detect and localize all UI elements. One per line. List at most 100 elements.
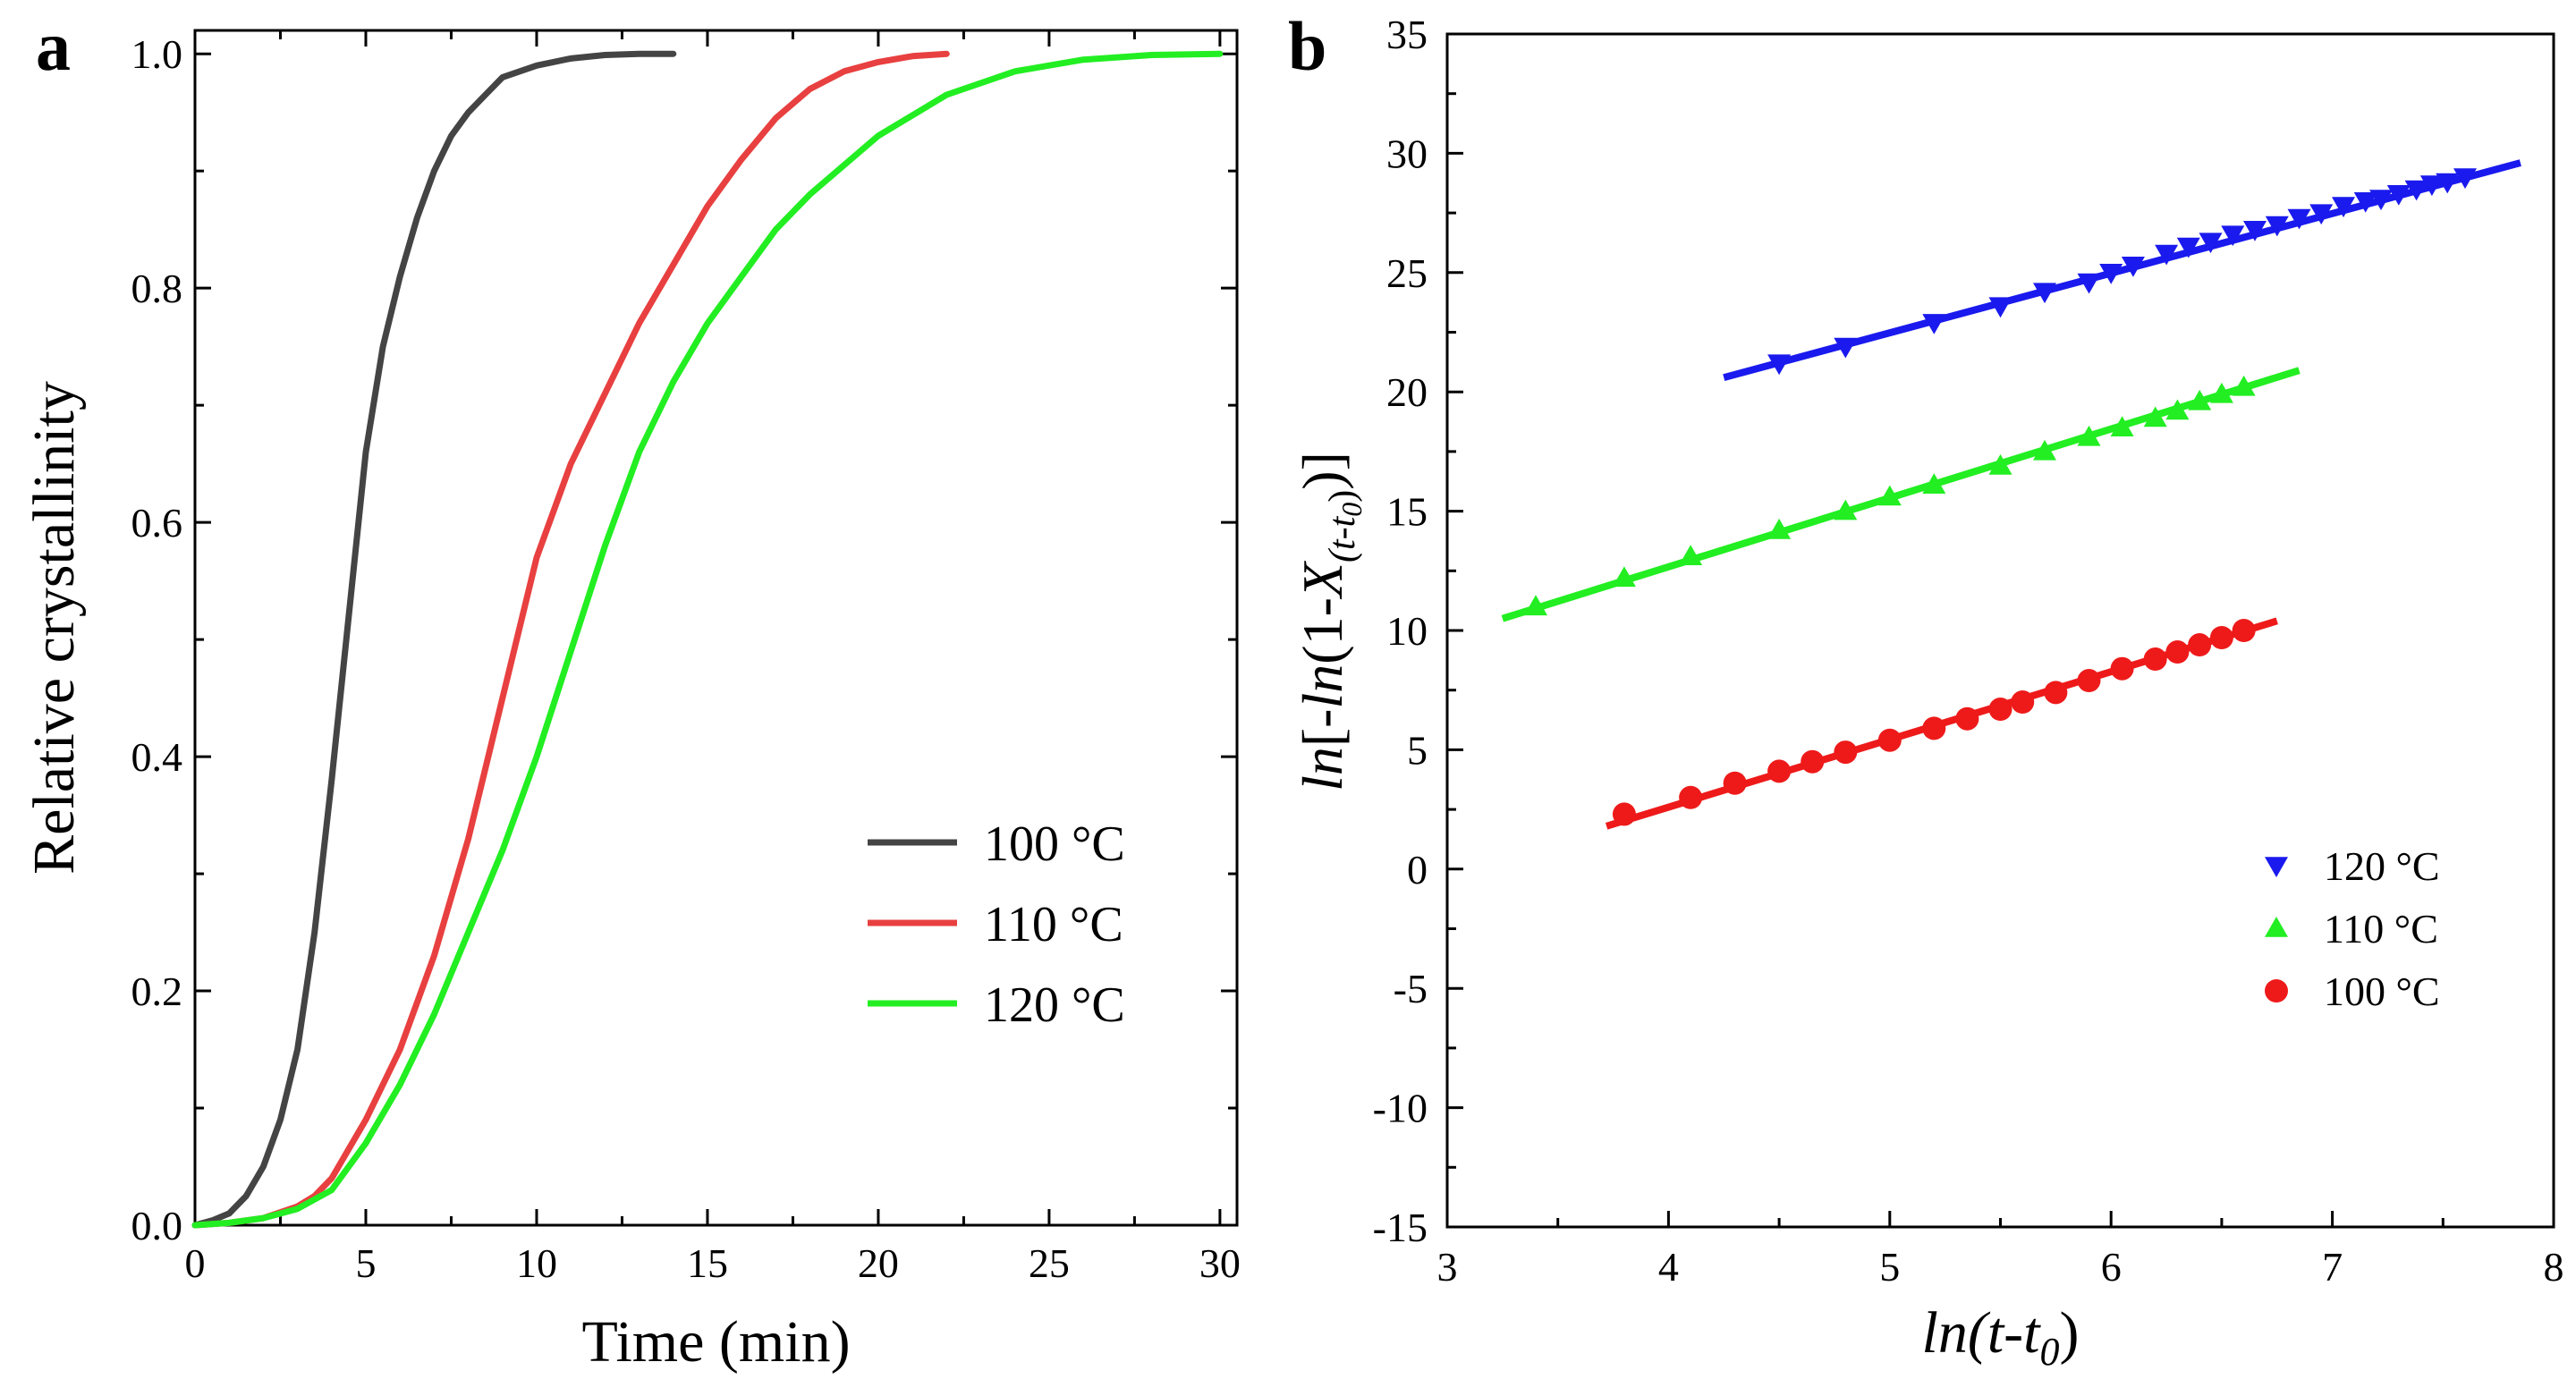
data-point-b: [2044, 681, 2068, 705]
data-point-b: [1834, 740, 1858, 765]
data-point-b: [2188, 389, 2212, 410]
data-point-b: [1877, 485, 1902, 506]
data-point-b: [2243, 221, 2267, 241]
data-point-b: [1988, 453, 2012, 475]
y-tick-label-a: 0.2: [131, 969, 183, 1014]
data-point-b: [1922, 716, 1946, 740]
panel-a: 0 5 10 15 20 25 30 0.0 0.2 0.4 0.6 0.8 1.0 Time (min)…: [21, 7, 1241, 1375]
x-tick-label-b: 3: [1437, 1244, 1458, 1290]
legend-marker-b: [2265, 917, 2288, 937]
data-point-b: [2232, 619, 2256, 642]
data-point-b: [2077, 425, 2101, 446]
data-point-b: [2287, 208, 2311, 230]
y-tick-label-a: 1.0: [131, 31, 183, 77]
data-point-b: [2265, 216, 2289, 237]
data-point-b: [1524, 595, 1547, 616]
data-point-b: [2209, 382, 2233, 403]
data-point-b: [1612, 566, 1636, 588]
data-point-b: [2077, 273, 2101, 294]
y-tick-label-a: 0.8: [131, 266, 183, 311]
data-point-b: [1922, 314, 1946, 334]
panel-label-b: b: [1288, 7, 1326, 85]
x-tick-label-a: 20: [858, 1240, 899, 1286]
legend-label-b: 120 °C: [2324, 843, 2440, 889]
data-point-b: [2165, 399, 2190, 420]
plot-frame-b: [1445, 32, 2555, 1229]
panel-b: 3 4 5 6 7 8 -15 -10 -5 0 5 10 15 20 25 30 35 ln(t-t0) ln[-…: [1288, 7, 2564, 1374]
y-tick-label-b: 15: [1386, 489, 1428, 535]
x-tick-label-a: 25: [1029, 1240, 1070, 1286]
y-tick-label-b: 35: [1386, 12, 1428, 57]
data-point-b: [1877, 728, 1902, 752]
data-point-b: [2110, 416, 2134, 436]
data-point-b: [1834, 499, 1858, 520]
data-point-b: [1801, 749, 1825, 774]
x-tick-label-b: 4: [1658, 1244, 1679, 1290]
data-point-b: [2033, 283, 2056, 304]
x-tick-label-b: 7: [2322, 1244, 2343, 1290]
x-tick-label-a: 0: [185, 1240, 206, 1286]
y-tick-label-b: 0: [1407, 847, 1428, 893]
y-tick-label-b: 20: [1386, 369, 1428, 415]
data-point-b: [1955, 706, 1979, 731]
data-point-b: [2369, 190, 2393, 211]
data-point-b: [2121, 257, 2145, 277]
data-point-b: [2209, 626, 2233, 650]
data-point-b: [2386, 185, 2411, 206]
data-point-b: [2332, 197, 2355, 218]
data-point-b: [2033, 439, 2056, 461]
data-point-b: [1834, 337, 1858, 359]
data-point-b: [2077, 669, 2101, 693]
y-tick-label-b: -15: [1373, 1205, 1428, 1250]
series-line-a: [191, 50, 1224, 1229]
data-point-b: [1612, 802, 1636, 826]
data-point-b: [2199, 233, 2223, 254]
x-axis-label-b: ln(t-t0): [1922, 1300, 2080, 1374]
data-point-b: [2309, 204, 2334, 225]
data-point-b: [2143, 406, 2167, 427]
y-tick-label-b: 10: [1386, 608, 1428, 654]
data-point-b: [2353, 192, 2377, 213]
data-point-b: [1723, 771, 1747, 795]
y-tick-label-b: 25: [1386, 250, 1428, 296]
data-point-b: [1679, 545, 1703, 565]
data-point-b: [2099, 264, 2123, 284]
data-point-b: [2453, 168, 2477, 190]
y-tick-label-a: 0.4: [131, 734, 183, 780]
x-tick-label-a: 5: [355, 1240, 376, 1286]
data-point-b: [2188, 633, 2212, 657]
data-point-b: [2143, 647, 2167, 672]
x-tick-label-a: 15: [687, 1240, 728, 1286]
data-point-b: [2165, 640, 2190, 664]
x-tick-label-b: 5: [1879, 1244, 1900, 1290]
y-tick-label-a: 0.6: [131, 500, 183, 546]
y-axis-label-b: ln[-ln(1-X(t-t0))]: [1291, 452, 1368, 791]
data-point-b: [2436, 173, 2460, 194]
plot-frame-a: [193, 29, 1239, 1227]
y-tick-label-b: -5: [1394, 966, 1428, 1011]
x-tick-label-b: 8: [2544, 1244, 2564, 1290]
data-point-b: [2419, 175, 2444, 197]
data-point-b: [2176, 237, 2200, 258]
data-point-b: [2404, 180, 2428, 201]
y-tick-label-b: -10: [1373, 1086, 1428, 1131]
legend-label-a: 100 °C: [984, 816, 1125, 872]
data-point-b: [1988, 698, 2012, 722]
fit-line-b: [1501, 367, 2301, 622]
legend-marker-b: [2265, 857, 2288, 877]
y-axis-label-a: Relative crystallinity: [21, 381, 87, 875]
legend-label-a: 110 °C: [984, 897, 1123, 952]
data-point-b: [1679, 785, 1703, 809]
x-tick-label-a: 30: [1199, 1240, 1241, 1286]
data-point-b: [1767, 354, 1792, 376]
legend-label-a: 120 °C: [984, 977, 1125, 1033]
panel-label-a: a: [36, 7, 71, 85]
fit-line-b: [1723, 159, 2521, 382]
x-axis-label-a: Time (min): [581, 1309, 850, 1375]
data-point-b: [1922, 473, 1946, 494]
data-point-b: [1767, 759, 1792, 783]
y-tick-label-b: 30: [1386, 131, 1428, 176]
data-point-b: [2221, 225, 2245, 247]
x-tick-label-b: 6: [2101, 1244, 2122, 1290]
